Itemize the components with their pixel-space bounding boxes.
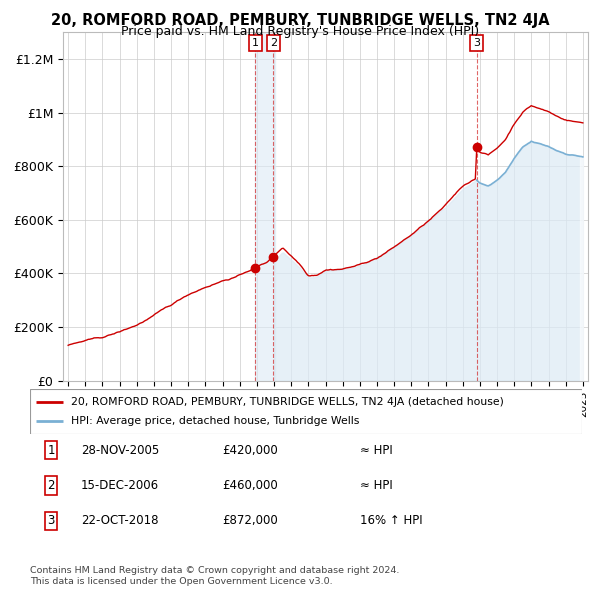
Text: 1: 1 — [47, 444, 55, 457]
Text: Contains HM Land Registry data © Crown copyright and database right 2024.: Contains HM Land Registry data © Crown c… — [30, 566, 400, 575]
Text: 20, ROMFORD ROAD, PEMBURY, TUNBRIDGE WELLS, TN2 4JA: 20, ROMFORD ROAD, PEMBURY, TUNBRIDGE WEL… — [50, 13, 550, 28]
Text: 2: 2 — [270, 38, 277, 48]
Text: £872,000: £872,000 — [222, 514, 278, 527]
Text: 3: 3 — [47, 514, 55, 527]
Bar — [256, 32, 275, 381]
Text: 22-OCT-2018: 22-OCT-2018 — [81, 514, 158, 527]
Text: £460,000: £460,000 — [222, 479, 278, 492]
Text: This data is licensed under the Open Government Licence v3.0.: This data is licensed under the Open Gov… — [30, 577, 332, 586]
Text: HPI: Average price, detached house, Tunbridge Wells: HPI: Average price, detached house, Tunb… — [71, 417, 360, 426]
Text: 3: 3 — [473, 38, 480, 48]
Text: 1: 1 — [252, 38, 259, 48]
Text: ≈ HPI: ≈ HPI — [360, 479, 393, 492]
Text: 16% ↑ HPI: 16% ↑ HPI — [360, 514, 422, 527]
Text: Price paid vs. HM Land Registry's House Price Index (HPI): Price paid vs. HM Land Registry's House … — [121, 25, 479, 38]
Text: £420,000: £420,000 — [222, 444, 278, 457]
Text: 20, ROMFORD ROAD, PEMBURY, TUNBRIDGE WELLS, TN2 4JA (detached house): 20, ROMFORD ROAD, PEMBURY, TUNBRIDGE WEL… — [71, 397, 504, 407]
Text: 2: 2 — [47, 479, 55, 492]
Text: 28-NOV-2005: 28-NOV-2005 — [81, 444, 159, 457]
Text: ≈ HPI: ≈ HPI — [360, 444, 393, 457]
Text: 15-DEC-2006: 15-DEC-2006 — [81, 479, 159, 492]
